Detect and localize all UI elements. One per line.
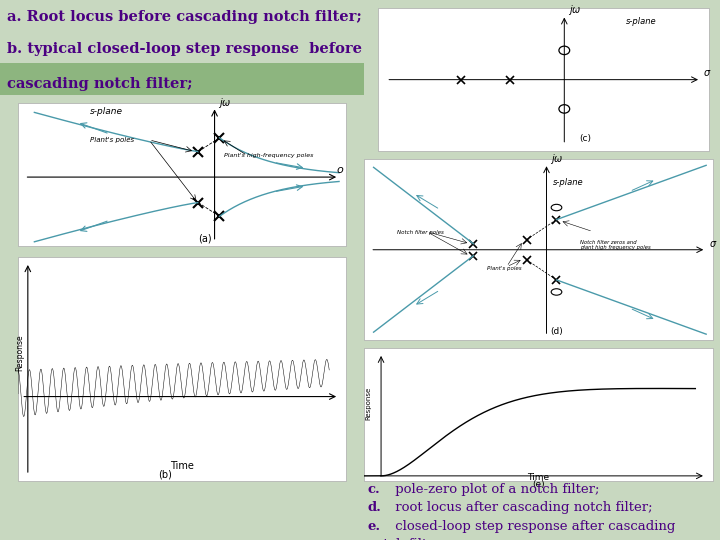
Text: $o$: $o$: [336, 165, 344, 175]
Text: Response: Response: [366, 387, 372, 420]
Text: $j\omega$: $j\omega$: [218, 96, 231, 110]
Text: Notch filter poles: Notch filter poles: [397, 230, 444, 235]
Text: closed-loop step response after cascading: closed-loop step response after cascadin…: [391, 520, 675, 533]
Text: Response: Response: [15, 334, 24, 370]
Text: (a): (a): [198, 234, 212, 244]
Text: root locus after cascading notch filter;: root locus after cascading notch filter;: [391, 502, 652, 515]
Text: s-plane: s-plane: [626, 17, 657, 26]
Text: (b): (b): [158, 470, 172, 480]
Text: Time: Time: [527, 472, 549, 482]
Text: s-plane: s-plane: [553, 178, 584, 187]
Text: Time: Time: [170, 461, 194, 471]
Text: $\sigma$: $\sigma$: [703, 69, 711, 78]
Text: cascading notch filter;: cascading notch filter;: [7, 77, 193, 91]
Text: a. Root locus before cascading notch filter;: a. Root locus before cascading notch fil…: [7, 10, 362, 24]
Text: (d): (d): [550, 327, 563, 336]
Text: s-plane: s-plane: [90, 107, 123, 116]
Text: (c): (c): [579, 134, 591, 144]
Text: d.: d.: [367, 502, 381, 515]
Text: e.: e.: [367, 520, 380, 533]
Text: c.: c.: [367, 483, 380, 496]
Bar: [0, 63, 364, 94]
Text: Plant's high-frequency poles: Plant's high-frequency poles: [225, 153, 314, 158]
Text: Plant's poles: Plant's poles: [487, 266, 521, 271]
Text: Notch filter zeros and
plant high frequency poles: Notch filter zeros and plant high freque…: [580, 240, 651, 251]
Text: pole-zero plot of a notch filter;: pole-zero plot of a notch filter;: [391, 483, 599, 496]
Text: Plant's poles: Plant's poles: [90, 137, 134, 143]
Text: b. typical closed-loop step response  before: b. typical closed-loop step response bef…: [7, 42, 362, 56]
Text: notch filter.: notch filter.: [367, 537, 444, 540]
Text: $j\omega$: $j\omega$: [550, 152, 563, 166]
Text: $j\omega$: $j\omega$: [569, 3, 582, 17]
Text: $\sigma$: $\sigma$: [709, 239, 718, 249]
Text: (e): (e): [532, 481, 544, 489]
